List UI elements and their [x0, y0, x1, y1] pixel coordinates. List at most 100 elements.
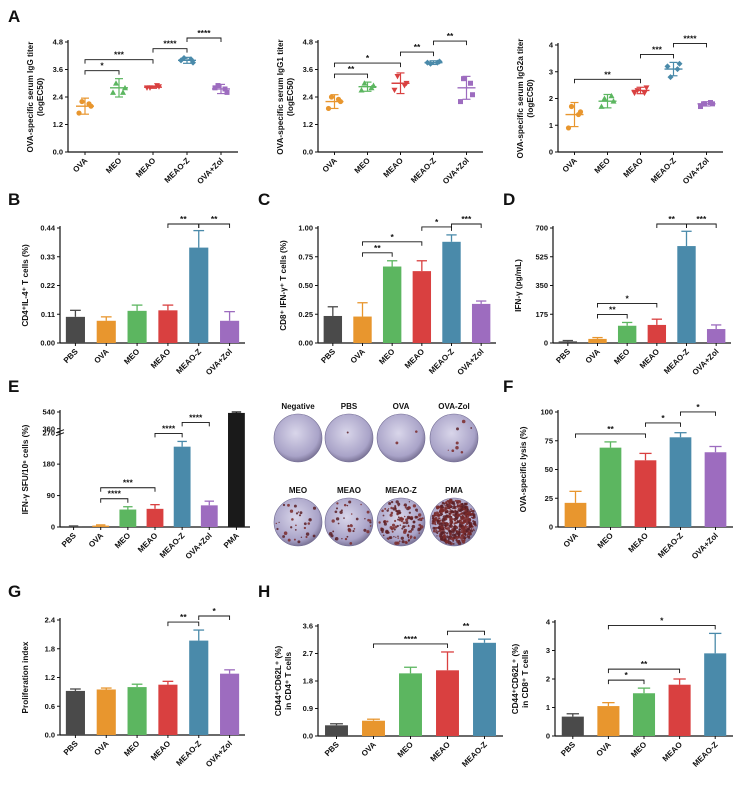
spot: [401, 527, 404, 530]
bar-OVA+Zol: [706, 329, 726, 343]
spot: [459, 528, 462, 531]
x-tick-label: MEAO: [622, 156, 645, 179]
elispot-wells: Negative PBS OVA OVA-Zol MEO MEAO MEAO-Z PMA: [273, 402, 479, 547]
spot: [473, 522, 476, 526]
data-point: [575, 111, 582, 118]
significance-bracket: [362, 241, 423, 246]
spot: [383, 522, 387, 526]
x-tick-label: OVA+Zol: [204, 739, 234, 769]
x-tick-label: PBS: [319, 347, 337, 365]
data-point: [676, 60, 683, 67]
spot: [418, 532, 420, 534]
spot: [385, 530, 389, 534]
y-axis-title: CD44⁺CD62L⁺ (%)in CD8⁺ T cells: [511, 643, 530, 714]
y-tick-label: 100: [540, 408, 553, 417]
y-tick-label: 1: [546, 703, 550, 712]
spot: [389, 513, 393, 517]
spot: [398, 540, 401, 543]
significance-label: *: [625, 670, 629, 680]
spot: [343, 517, 345, 519]
significance-bracket: [597, 303, 658, 308]
significance-bracket: [640, 53, 674, 59]
spot: [349, 524, 353, 528]
significance-label: **: [604, 69, 611, 79]
y-tick-label: 0.00: [298, 339, 313, 348]
significance-label: *: [391, 232, 395, 242]
spot: [407, 539, 410, 542]
y-axis-title-line: (logEC50): [526, 79, 535, 117]
x-tick-label: MEAO-Z: [163, 156, 192, 185]
spot: [462, 507, 466, 511]
bar-MEAO-Z: [704, 653, 727, 736]
spot: [456, 427, 459, 431]
data-point: [610, 98, 617, 104]
spot: [395, 536, 397, 538]
spot: [412, 504, 417, 508]
well-disc: [324, 413, 374, 463]
well-PMA: PMA: [429, 486, 479, 547]
x-tick-label: MEO: [122, 347, 141, 366]
spot: [400, 536, 404, 540]
spot: [467, 514, 471, 517]
spot: [397, 537, 399, 539]
significance-label: *: [100, 61, 104, 71]
bar-MEAO-Z: [677, 246, 696, 343]
spot: [463, 502, 467, 505]
spot: [439, 537, 443, 541]
x-tick-label: MEAO-Z: [649, 156, 678, 185]
spot: [440, 523, 444, 526]
spot: [389, 526, 393, 529]
y-tick-label: 2.4: [45, 616, 56, 625]
x-tick-label: MEAO-Z: [174, 739, 203, 768]
spot: [366, 530, 370, 534]
bar-OVA+Zol: [220, 673, 240, 735]
axis-break-mark: [55, 429, 65, 434]
spot: [447, 540, 452, 545]
spot: [457, 532, 460, 535]
spot: [446, 532, 449, 535]
significance-bracket: [152, 48, 188, 53]
spot: [364, 517, 366, 520]
spot: [332, 530, 335, 533]
panel-label-C: C: [258, 190, 270, 209]
spot: [449, 517, 454, 522]
data-point: [328, 94, 335, 100]
data-point: [568, 103, 575, 110]
spot: [297, 511, 300, 513]
spot: [467, 532, 471, 536]
x-tick-label: MEO: [396, 740, 415, 759]
bar-OVA: [597, 706, 620, 736]
spot: [460, 521, 464, 525]
bar-OVA+Zol: [471, 303, 491, 343]
spot: [451, 530, 455, 534]
x-tick-label: OVA: [595, 740, 613, 758]
spot: [461, 419, 466, 424]
spot: [461, 515, 465, 519]
well-MEAO-Z: MEAO-Z: [376, 486, 426, 547]
x-tick-label: OVA: [321, 156, 339, 174]
spot: [407, 536, 410, 539]
spot: [410, 517, 413, 521]
spot: [282, 503, 286, 507]
spot: [470, 510, 472, 513]
x-tick-label: MEAO: [382, 156, 405, 179]
spot: [468, 523, 473, 528]
spot: [461, 524, 464, 526]
panel-label-B: B: [8, 190, 20, 209]
spot: [353, 528, 356, 530]
spot: [410, 528, 414, 531]
spot: [442, 539, 446, 542]
spot: [350, 513, 353, 515]
spot: [462, 526, 465, 529]
spot: [418, 517, 423, 521]
spot: [396, 524, 399, 528]
spot: [305, 532, 310, 536]
data-point: [434, 59, 441, 66]
bar-MEO: [599, 447, 622, 527]
spot: [384, 507, 387, 510]
spot: [459, 533, 461, 536]
spot: [380, 529, 383, 532]
spot: [366, 510, 370, 514]
bar-OVA: [362, 720, 385, 736]
